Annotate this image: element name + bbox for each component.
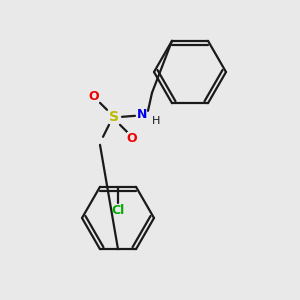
Text: O: O <box>127 132 137 145</box>
Text: H: H <box>152 116 160 126</box>
Text: Cl: Cl <box>111 204 124 217</box>
Text: N: N <box>137 108 147 121</box>
Text: S: S <box>109 110 119 124</box>
Text: O: O <box>89 90 99 103</box>
